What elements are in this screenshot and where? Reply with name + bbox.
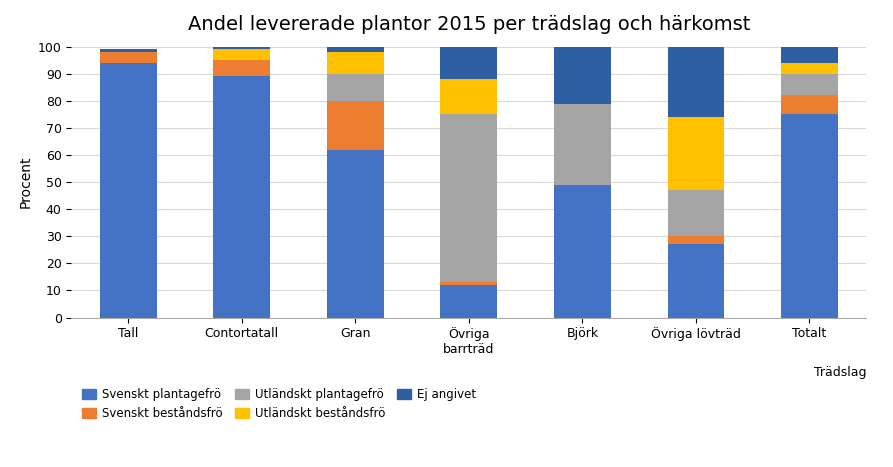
Bar <box>440 285 497 318</box>
Bar <box>440 79 497 114</box>
Bar <box>781 74 838 95</box>
Bar <box>213 50 270 60</box>
Bar <box>213 60 270 77</box>
Bar <box>554 104 611 185</box>
Text: Trädslag: Trädslag <box>814 366 866 379</box>
Bar <box>440 114 497 283</box>
Bar <box>554 47 611 104</box>
Bar <box>327 74 384 101</box>
Bar <box>667 244 724 318</box>
Bar <box>667 236 724 244</box>
Bar <box>781 114 838 318</box>
Bar <box>781 63 838 74</box>
Bar <box>781 47 838 63</box>
Title: Andel levererade plantor 2015 per trädslag och härkomst: Andel levererade plantor 2015 per trädsl… <box>188 15 750 34</box>
Y-axis label: Procent: Procent <box>18 156 32 208</box>
Bar <box>554 185 611 318</box>
Bar <box>667 190 724 236</box>
Bar <box>327 47 384 52</box>
Bar <box>667 117 724 190</box>
Bar <box>100 52 156 63</box>
Bar <box>213 77 270 318</box>
Bar <box>327 101 384 149</box>
Bar <box>440 47 497 79</box>
Bar <box>667 47 724 117</box>
Bar <box>100 50 156 52</box>
Bar <box>327 52 384 74</box>
Bar <box>781 95 838 114</box>
Bar <box>100 63 156 318</box>
Bar <box>327 149 384 318</box>
Bar <box>440 283 497 285</box>
Legend: Svenskt plantagefrö, Svenskt beståndsfrö, Utländskt plantagefrö, Utländskt bestå: Svenskt plantagefrö, Svenskt beståndsfrö… <box>78 383 480 425</box>
Bar <box>213 47 270 50</box>
